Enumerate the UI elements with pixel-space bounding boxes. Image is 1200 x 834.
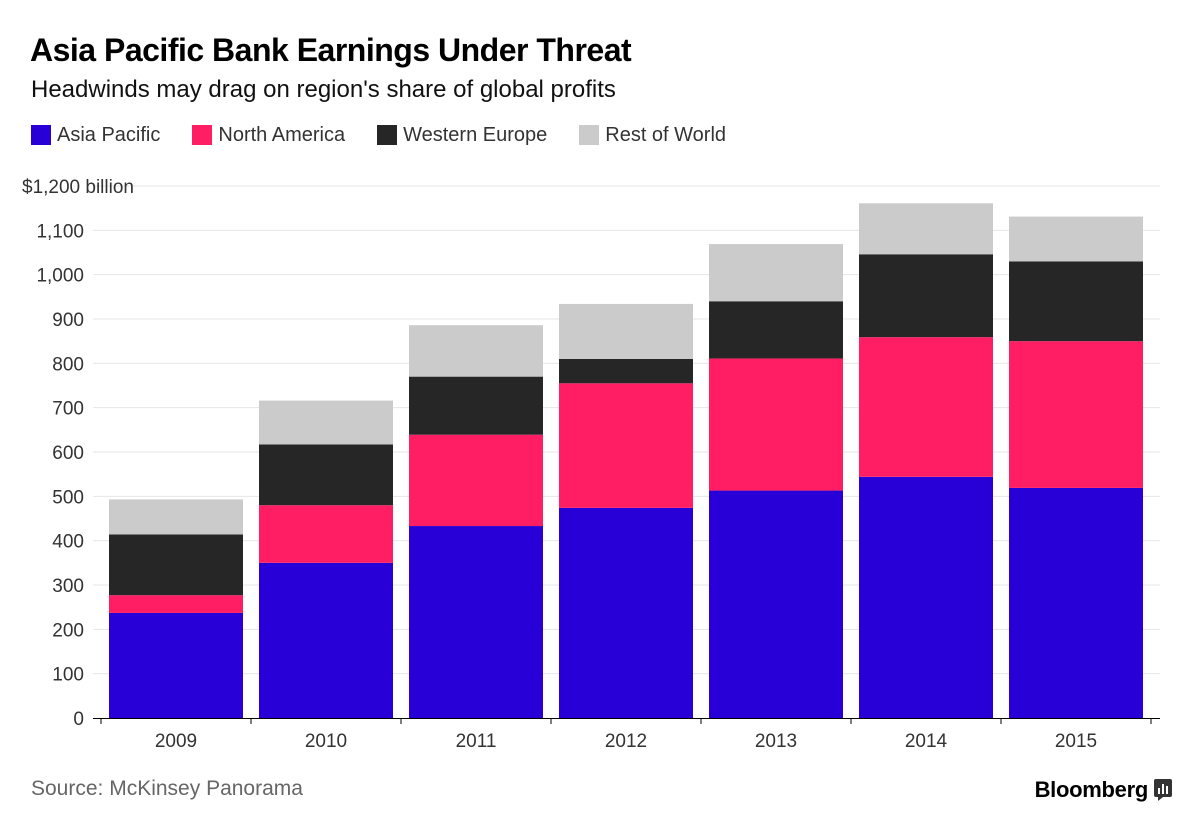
bar-segment (559, 507, 693, 718)
bar-segment (709, 301, 843, 359)
legend-label: Western Europe (403, 123, 548, 146)
y-tick-label: 600 (52, 443, 84, 464)
source-note: Source: McKinsey Panorama (31, 777, 303, 800)
y-tick-label: 1,000 (36, 266, 84, 287)
chart-title: Asia Pacific Bank Earnings Under Threat (30, 32, 632, 68)
x-tick-label: 2015 (1055, 731, 1097, 752)
legend-item-asia-pacific: Asia Pacific (31, 124, 160, 147)
y-tick-label: 500 (52, 487, 84, 508)
brand-name: Bloomberg (1034, 777, 1149, 802)
bar-segment (259, 444, 393, 506)
y-tick-label: 400 (52, 532, 84, 553)
legend-label: Rest of World (605, 123, 727, 146)
bar-segment (559, 358, 693, 384)
bar-segment (559, 303, 693, 359)
bar-segment (1009, 341, 1143, 488)
bar-segment (859, 476, 993, 718)
bar-segment (109, 499, 243, 535)
legend-label: North America (218, 123, 346, 146)
legend-swatch (31, 125, 51, 145)
y-tick-label: 900 (52, 310, 84, 331)
bar-segment (709, 244, 843, 302)
y-tick-label: 700 (52, 399, 84, 420)
bar-segment (1009, 487, 1143, 718)
y-tick-label: $1,200 billion (22, 177, 134, 198)
legend-item-north-america: North America (192, 124, 345, 147)
legend-item-western-europe: Western Europe (377, 124, 547, 147)
bar-segment (109, 595, 243, 613)
legend-swatch (377, 125, 398, 145)
y-tick-label: 200 (52, 620, 84, 641)
x-tick-label: 2009 (155, 731, 197, 752)
bar-segment (259, 562, 393, 718)
bar-segment (709, 358, 843, 491)
bar-segment (409, 376, 543, 435)
y-tick-label: 1,100 (36, 221, 84, 242)
y-tick-label: 800 (52, 354, 84, 375)
bar-segment (109, 612, 243, 718)
legend-item-rest-of-world: Rest of World (579, 124, 726, 147)
bar-segment (409, 325, 543, 377)
legend-swatch (579, 125, 600, 145)
bar-segment (1009, 261, 1143, 342)
bar-segment (1009, 216, 1143, 262)
bar-segment (259, 400, 393, 445)
bar-chart-icon (1154, 779, 1172, 801)
x-tick-label: 2013 (755, 731, 797, 752)
bar-segment (859, 203, 993, 255)
bar-segment (109, 534, 243, 596)
bar-segment (709, 490, 843, 718)
y-tick-label: 100 (52, 665, 84, 686)
bar-segment (859, 337, 993, 477)
x-tick-label: 2012 (605, 731, 647, 752)
x-tick-label: 2010 (305, 731, 347, 752)
legend-label: Asia Pacific (57, 123, 161, 146)
bar-segment (409, 526, 543, 718)
bar-segment (859, 254, 993, 338)
chart-subtitle: Headwinds may drag on region's share of … (31, 76, 616, 103)
bar-segment (409, 434, 543, 527)
x-tick-label: 2011 (456, 731, 497, 752)
bar-segment (259, 505, 393, 563)
y-tick-label: 0 (73, 709, 84, 730)
x-tick-label: 2014 (905, 731, 948, 752)
legend-swatch (192, 125, 213, 145)
bar-segment (559, 383, 693, 508)
chart-legend: Asia Pacific North America Western Europ… (31, 123, 758, 147)
bloomberg-logo: Bloomberg (1035, 777, 1172, 803)
y-tick-label: 300 (52, 576, 84, 597)
